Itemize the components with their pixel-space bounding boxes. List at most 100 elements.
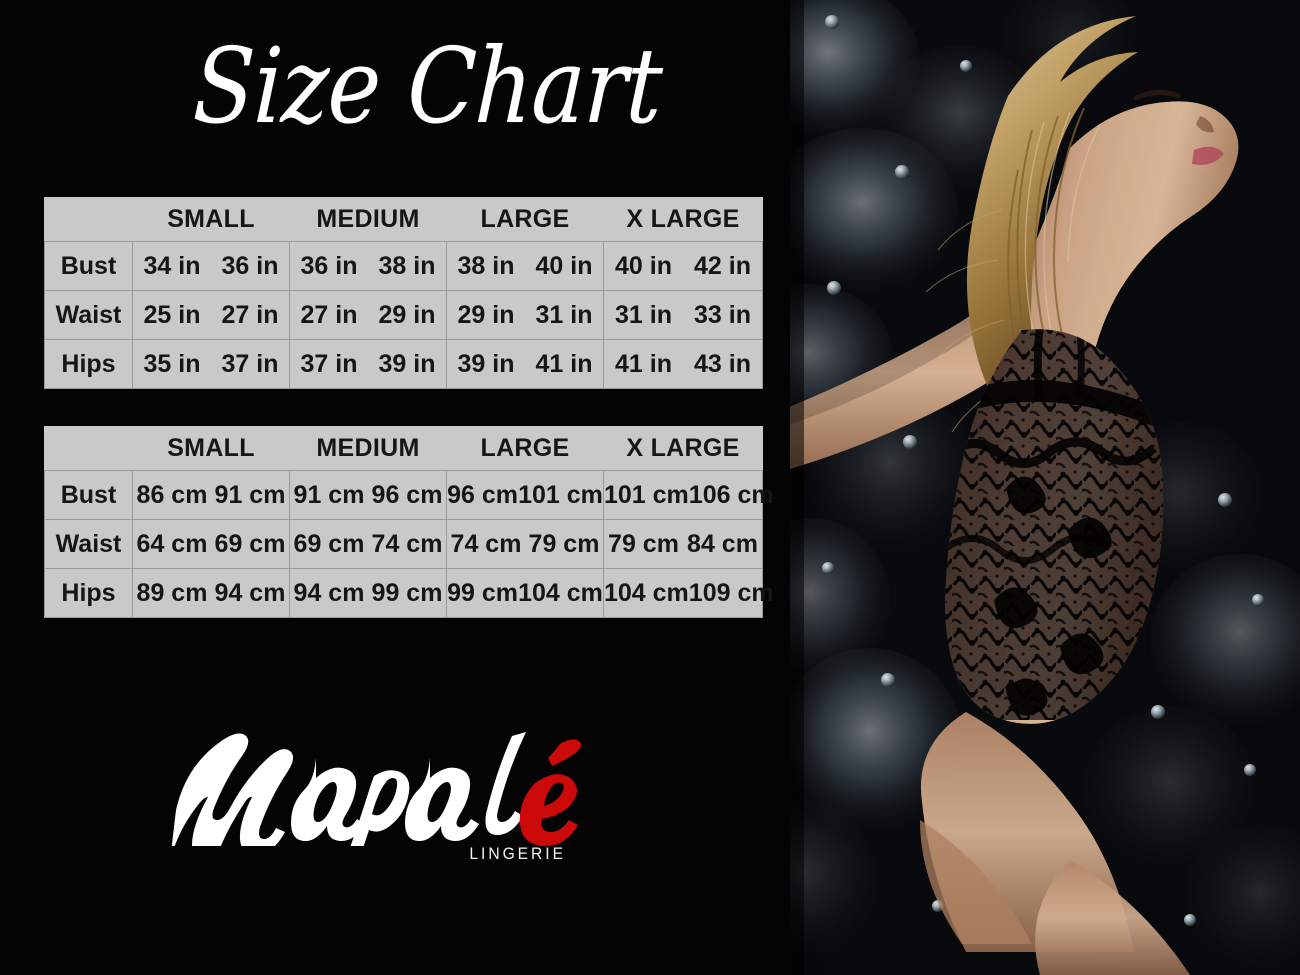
cell-hips-medium: 94 cm 99 cm	[289, 568, 447, 618]
column-header-medium: MEDIUM	[289, 426, 447, 471]
cell-hips-large: 39 in 41 in	[446, 339, 604, 389]
cell-waist-large: 74 cm 79 cm	[446, 519, 604, 569]
value-min: 86 cm	[136, 480, 208, 509]
row-label-waist: Waist	[44, 519, 133, 569]
column-header-large: LARGE	[446, 426, 604, 471]
column-header-xlarge: X LARGE	[603, 197, 763, 242]
value-min: 29 in	[457, 300, 515, 329]
row-label-hips: Hips	[44, 339, 133, 389]
value-min: 25 in	[143, 300, 201, 329]
wordmark-accent-e	[519, 739, 582, 846]
table-corner-cell	[44, 426, 133, 471]
value-max: 106 cm	[688, 480, 774, 509]
table-row: Hips 89 cm 94 cm 94 cm 99 cm 99 cm 104 cm 1…	[44, 568, 774, 618]
cell-waist-small: 25 in 27 in	[132, 290, 290, 340]
size-table-inches: SMALL MEDIUM LARGE X LARGE Bust 34 in 36 …	[44, 197, 763, 389]
value-min: 89 cm	[136, 578, 208, 607]
value-max: 39 in	[378, 349, 436, 378]
table-row: Waist 25 in 27 in 27 in 29 in 29 in 31 in 3…	[44, 290, 763, 340]
value-min: 64 cm	[136, 529, 208, 558]
value-min: 101 cm	[604, 480, 689, 509]
value-min: 34 in	[143, 251, 201, 280]
cell-hips-large: 99 cm 104 cm	[446, 568, 604, 618]
cell-hips-medium: 37 in 39 in	[289, 339, 447, 389]
table-header-row: SMALL MEDIUM LARGE X LARGE	[44, 426, 763, 471]
cell-waist-small: 64 cm 69 cm	[132, 519, 290, 569]
column-header-small: SMALL	[132, 426, 290, 471]
cell-waist-xlarge: 31 in 33 in	[603, 290, 763, 340]
value-max: 29 in	[378, 300, 436, 329]
cell-hips-xlarge: 104 cm 109 cm	[603, 568, 774, 618]
value-max: 94 cm	[214, 578, 286, 607]
cell-hips-small: 35 in 37 in	[132, 339, 290, 389]
value-min: 41 in	[615, 349, 672, 378]
wordmark-main-strokes	[171, 732, 526, 846]
value-max: 74 cm	[371, 529, 443, 558]
value-min: 37 in	[300, 349, 358, 378]
table-row: Waist 64 cm 69 cm 69 cm 74 cm 74 cm 79 cm 7…	[44, 519, 763, 569]
model-lips	[1192, 146, 1224, 165]
value-min: 91 cm	[293, 480, 365, 509]
value-min: 69 cm	[293, 529, 365, 558]
row-label-hips: Hips	[44, 568, 133, 618]
column-header-xlarge: X LARGE	[603, 426, 763, 471]
value-max: 41 in	[535, 349, 593, 378]
value-min: 38 in	[457, 251, 515, 280]
brand-tagline: LINGERIE	[469, 844, 566, 863]
column-header-large: LARGE	[446, 197, 604, 242]
cell-bust-small: 86 cm 91 cm	[132, 470, 290, 520]
size-table-centimeters: SMALL MEDIUM LARGE X LARGE Bust 86 cm 91 …	[44, 426, 774, 618]
column-header-medium: MEDIUM	[289, 197, 447, 242]
row-label-waist: Waist	[44, 290, 133, 340]
table-corner-cell	[44, 197, 133, 242]
cell-waist-medium: 69 cm 74 cm	[289, 519, 447, 569]
cell-bust-large: 38 in 40 in	[446, 241, 604, 291]
value-min: 31 in	[615, 300, 672, 329]
product-photo	[770, 0, 1300, 975]
value-min: 35 in	[143, 349, 201, 378]
value-min: 96 cm	[447, 480, 518, 509]
value-max: 69 cm	[214, 529, 286, 558]
brand-logo: LINGERIE	[168, 726, 588, 886]
value-max: 31 in	[535, 300, 593, 329]
tufted-buttons	[822, 15, 1264, 926]
value-max: 27 in	[221, 300, 279, 329]
cell-bust-medium: 91 cm 96 cm	[289, 470, 447, 520]
cell-bust-large: 96 cm 101 cm	[446, 470, 604, 520]
value-min: 36 in	[300, 251, 358, 280]
value-max: 36 in	[221, 251, 279, 280]
model-head-neck	[1005, 101, 1239, 400]
table-row: Bust 86 cm 91 cm 91 cm 96 cm 96 cm 101 cm 1…	[44, 470, 774, 520]
value-min: 40 in	[615, 251, 672, 280]
table-row: Bust 34 in 36 in 36 in 38 in 38 in 40 in 40…	[44, 241, 763, 291]
value-max: 91 cm	[214, 480, 286, 509]
value-max: 99 cm	[371, 578, 443, 607]
value-min: 27 in	[300, 300, 358, 329]
cell-waist-large: 29 in 31 in	[446, 290, 604, 340]
row-label-bust: Bust	[44, 241, 133, 291]
value-max: 109 cm	[688, 578, 774, 607]
table-row: Hips 35 in 37 in 37 in 39 in 39 in 41 in 41…	[44, 339, 763, 389]
value-min: 79 cm	[608, 529, 679, 558]
value-max: 79 cm	[528, 529, 600, 558]
row-label-bust: Bust	[44, 470, 133, 520]
value-min: 94 cm	[293, 578, 365, 607]
value-min: 74 cm	[450, 529, 522, 558]
brand-wordmark	[171, 732, 582, 846]
value-max: 37 in	[221, 349, 279, 378]
value-max: 43 in	[694, 349, 751, 378]
value-max: 40 in	[535, 251, 593, 280]
column-header-small: SMALL	[132, 197, 290, 242]
model-eye	[1133, 90, 1181, 101]
cell-waist-xlarge: 79 cm 84 cm	[603, 519, 763, 569]
model-thigh	[1035, 860, 1190, 975]
value-max: 33 in	[694, 300, 751, 329]
cell-bust-small: 34 in 36 in	[132, 241, 290, 291]
cell-hips-xlarge: 41 in 43 in	[603, 339, 763, 389]
value-min: 39 in	[457, 349, 515, 378]
value-max: 104 cm	[518, 578, 603, 607]
value-min: 104 cm	[604, 578, 689, 607]
cell-hips-small: 89 cm 94 cm	[132, 568, 290, 618]
cell-waist-medium: 27 in 29 in	[289, 290, 447, 340]
page-title: Size Chart	[190, 25, 665, 147]
